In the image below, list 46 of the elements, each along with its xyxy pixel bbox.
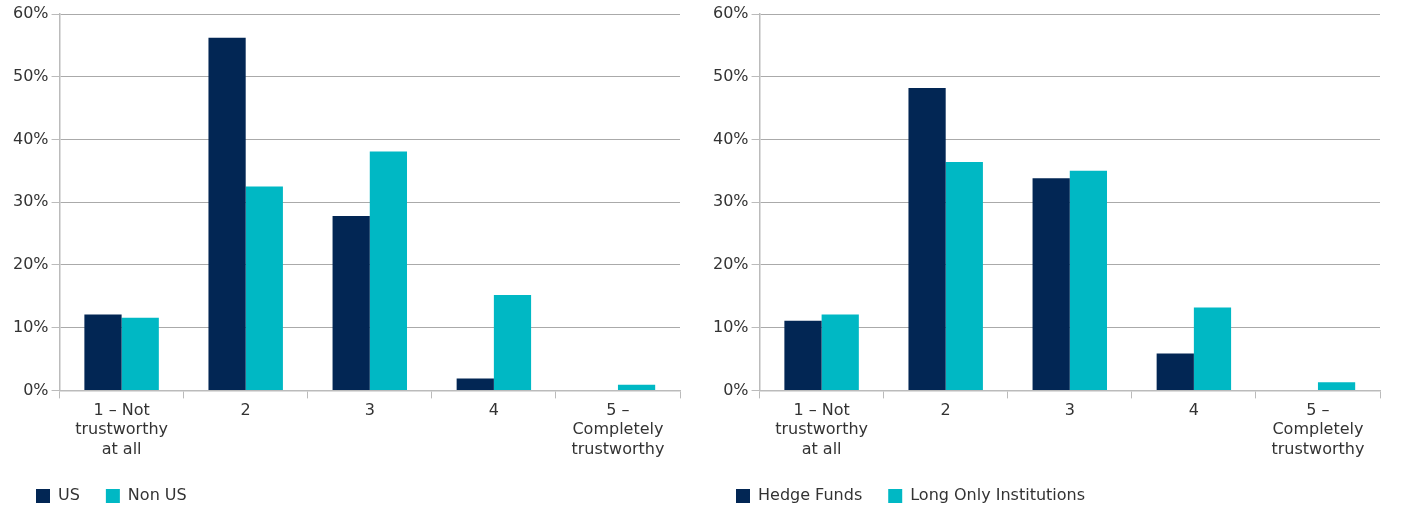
x-tick-label: 4 — [1188, 400, 1199, 420]
y-tick-label: 0% — [23, 379, 49, 399]
x-tick-label: 2 — [940, 400, 951, 420]
y-tick-label: 40% — [713, 128, 749, 148]
bar — [1317, 382, 1356, 390]
legend-label: Hedge Funds — [758, 485, 863, 505]
x-tick-label: 5 – Completely trustworthy — [571, 400, 665, 458]
bar — [1032, 178, 1070, 390]
bar — [821, 314, 859, 390]
x-tick-label: 1 – Not trustworthy at all — [775, 400, 869, 458]
bar — [493, 295, 532, 390]
y-tick-label: 30% — [13, 191, 49, 211]
x-tick-label: 3 — [1064, 400, 1075, 420]
bar — [1069, 170, 1108, 390]
x-tick-label: 2 — [240, 400, 251, 420]
y-tick-label: 0% — [723, 379, 749, 399]
y-tick-label: 10% — [713, 316, 749, 336]
y-tick-label: 30% — [713, 191, 749, 211]
legend-label: Non US — [127, 485, 187, 505]
y-tick-label: 50% — [713, 65, 749, 85]
y-tick-label: 60% — [13, 3, 49, 23]
bar — [369, 151, 408, 390]
y-tick-label: 50% — [13, 65, 49, 85]
x-tick-label: 3 — [364, 400, 375, 420]
bar — [1193, 307, 1232, 390]
y-tick-label: 10% — [13, 316, 49, 336]
legend-label: US — [58, 485, 80, 505]
x-tick-label: 4 — [488, 400, 499, 420]
y-tick-label: 20% — [713, 254, 749, 274]
y-tick-label: 60% — [713, 3, 749, 23]
legend-label: Long Only Institutions — [910, 485, 1086, 505]
bar — [332, 216, 370, 390]
bar — [121, 317, 159, 390]
bar — [908, 88, 946, 390]
bar — [208, 37, 246, 390]
bar — [1156, 353, 1194, 390]
bar — [456, 378, 494, 390]
y-tick-label: 20% — [13, 254, 49, 274]
bar — [84, 314, 122, 390]
x-tick-label: 5 – Completely trustworthy — [1271, 400, 1365, 458]
y-tick-label: 40% — [13, 128, 49, 148]
bar — [945, 162, 983, 390]
bar — [617, 384, 656, 390]
bar — [784, 320, 822, 390]
bar — [245, 186, 283, 390]
x-tick-label: 1 – Not trustworthy at all — [75, 400, 169, 458]
